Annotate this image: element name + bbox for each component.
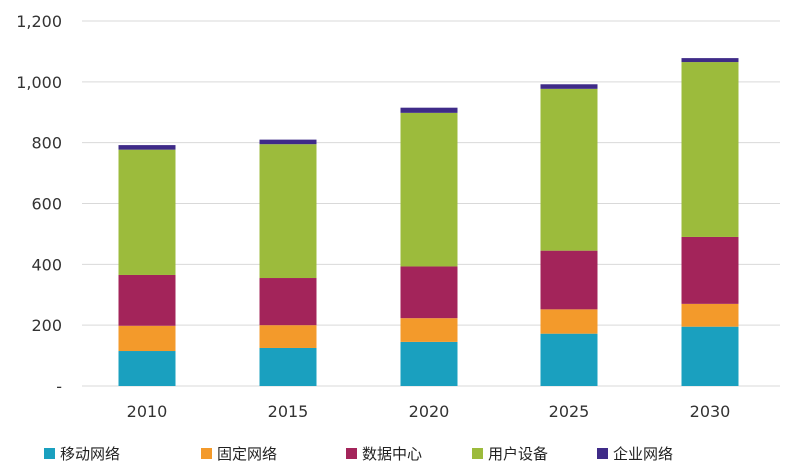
bar-segment — [259, 144, 317, 279]
y-tick-label: - — [56, 377, 62, 396]
bar-segment — [118, 351, 176, 386]
x-axis: 2010 2015 2020 2025 2030 — [127, 402, 731, 421]
bar-segment — [118, 325, 176, 352]
bar-segment — [540, 88, 598, 251]
bar-segment — [259, 325, 317, 348]
y-axis: - 200 400 600 800 1,000 1,200 — [16, 12, 62, 396]
y-tick-label: 400 — [31, 255, 62, 274]
bar-segment — [259, 139, 317, 145]
legend-swatch — [597, 448, 608, 459]
legend-swatch — [201, 448, 212, 459]
legend-label: 用户设备 — [488, 445, 548, 463]
bar-segment — [259, 278, 317, 326]
legend-label: 数据中心 — [362, 445, 422, 463]
x-tick-label: 2010 — [127, 402, 168, 421]
bar-segment — [118, 274, 176, 326]
y-tick-label: 600 — [31, 195, 62, 214]
legend-label: 移动网络 — [60, 445, 120, 463]
x-tick-label: 2030 — [690, 402, 731, 421]
bar-segment — [540, 333, 598, 386]
bar-segment — [259, 347, 317, 386]
bar-segment — [681, 303, 739, 327]
legend-label: 企业网络 — [613, 445, 673, 463]
bar-segment — [400, 266, 458, 319]
bar-segment — [681, 62, 739, 237]
y-tick-label: 800 — [31, 134, 62, 153]
bar-segment — [400, 112, 458, 267]
bar-segment — [681, 236, 739, 304]
y-tick-label: 1,200 — [16, 12, 62, 31]
bar-segment — [540, 250, 598, 310]
legend-swatch — [44, 448, 55, 459]
y-tick-label: 1,000 — [16, 73, 62, 92]
bar-segment — [681, 326, 739, 386]
bar-segment — [400, 107, 458, 113]
legend-swatch — [472, 448, 483, 459]
bar-segment — [400, 341, 458, 386]
bar-segment — [400, 318, 458, 342]
legend-label: 固定网络 — [217, 445, 277, 463]
bar-segment — [540, 309, 598, 334]
bar-segment — [681, 58, 739, 63]
x-tick-label: 2015 — [268, 402, 309, 421]
x-tick-label: 2025 — [549, 402, 590, 421]
y-tick-label: 200 — [31, 316, 62, 335]
bar-segment — [540, 84, 598, 89]
bar-segment — [118, 149, 176, 275]
legend: 移动网络 固定网络 数据中心 用户设备 企业网络 — [44, 445, 673, 463]
bars — [118, 58, 739, 386]
x-tick-label: 2020 — [409, 402, 450, 421]
bar-segment — [118, 145, 176, 150]
legend-swatch — [346, 448, 357, 459]
